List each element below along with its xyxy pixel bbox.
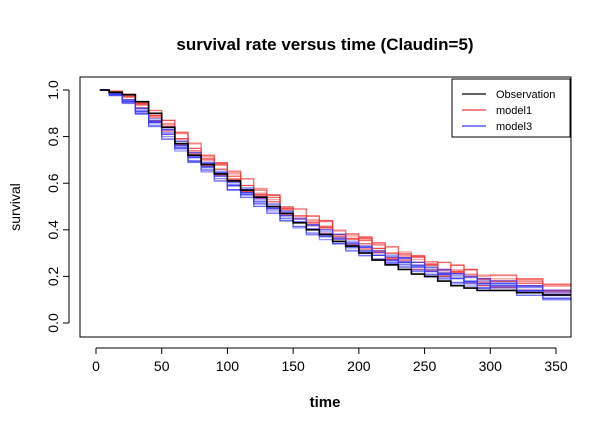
y-tick-label: 0.8 (45, 127, 61, 147)
y-tick-label: 0.4 (45, 220, 61, 240)
x-tick-label: 250 (413, 358, 437, 374)
x-axis-label: time (310, 394, 341, 411)
x-tick-label: 50 (154, 358, 170, 374)
y-tick-label: 0.2 (45, 266, 61, 286)
y-tick-label: 1.0 (45, 80, 61, 100)
x-axis: 0 50 100 150 200 250 300 350 (92, 347, 568, 374)
legend: Observation model1 model3 (451, 78, 571, 138)
x-tick-label: 200 (347, 358, 371, 374)
x-tick-label: 350 (544, 358, 568, 374)
series-lines (99, 89, 571, 301)
series-line-observation (99, 89, 571, 298)
x-tick-label: 100 (216, 358, 240, 374)
legend-label-model3: model3 (496, 121, 532, 133)
chart-title: survival rate versus time (Claudin=5) (176, 35, 473, 54)
plot-frame (79, 76, 572, 338)
legend-label-Observation: Observation (496, 89, 555, 101)
y-axis: 0.0 0.2 0.4 0.6 0.8 1.0 (45, 80, 70, 333)
x-tick-label: 0 (92, 358, 100, 374)
x-tick-label: 150 (281, 358, 305, 374)
y-tick-label: 0.6 (45, 173, 61, 193)
y-tick-label: 0.0 (45, 313, 61, 333)
series-line-model1 (99, 89, 571, 293)
y-axis-label: survival (7, 183, 23, 230)
series-Observation-group (99, 89, 571, 298)
legend-box (451, 78, 571, 138)
legend-label-model1: model1 (496, 105, 532, 117)
x-tick-label: 300 (479, 358, 503, 374)
